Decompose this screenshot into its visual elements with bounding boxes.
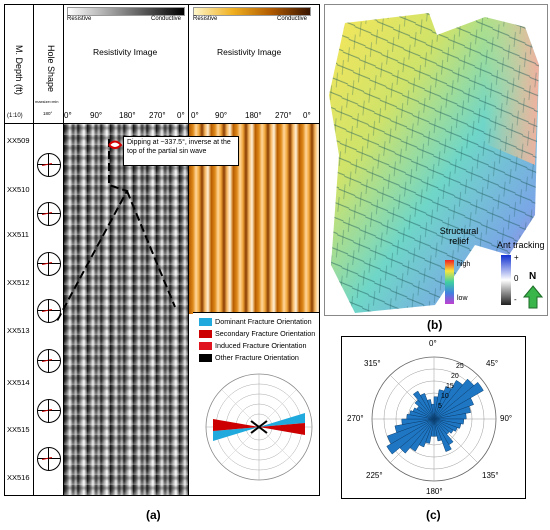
rose-angle-225: 225° xyxy=(366,471,383,480)
depth-label: XX509 xyxy=(7,136,30,145)
structural-relief-map: Structural relief high low Ant tracking … xyxy=(324,4,548,316)
column-divider xyxy=(33,5,34,495)
column-divider xyxy=(63,5,64,495)
rose-wedge xyxy=(387,418,435,445)
rose-radial-label: 15 xyxy=(446,383,454,390)
fracture-legend: Dominant Fracture Orientation Secondary … xyxy=(193,312,319,491)
legend-item-secondary: Secondary Fracture Orientation xyxy=(199,329,315,338)
ant-tracking-title: Ant tracking xyxy=(497,240,545,250)
relief-map-surface xyxy=(329,13,539,313)
hole-shape-scale-text: maxsize=min xyxy=(35,99,59,104)
resistivity-header-left: Resistivity Image xyxy=(93,47,158,57)
relief-legend-title: Structural relief xyxy=(439,226,479,246)
ant-minus-label: - xyxy=(514,295,517,304)
hole-shape-icon xyxy=(37,447,61,471)
column-divider xyxy=(188,5,189,495)
azimuth-tick: 90° xyxy=(215,111,228,120)
gray-colorbar-low: Resistive xyxy=(67,16,92,22)
north-label: N xyxy=(529,271,537,282)
depth-label: XX512 xyxy=(7,278,30,287)
azimuth-tick: 0° xyxy=(64,111,72,120)
azimuth-tick: 0° xyxy=(177,111,185,120)
rose-angle-315: 315° xyxy=(364,359,381,368)
rose-wedge xyxy=(420,393,435,420)
dip-annotation-callout: Dipping at ~337.5°, inverse at the top o… xyxy=(123,136,239,166)
rose-angle-45: 45° xyxy=(486,359,499,368)
ant-plus-label: + xyxy=(514,253,519,262)
rose-radial-label: 10 xyxy=(441,393,449,400)
gray-colorbar-high: Conductive xyxy=(151,16,182,22)
depth-label: XX515 xyxy=(7,425,30,434)
rose-diagram-panel: 0° 45° 90° 135° 180° 225° 270° 315° 25 2… xyxy=(341,336,526,499)
rose-wedge xyxy=(433,405,471,420)
orange-colorbar-high: Conductive xyxy=(277,16,308,22)
azimuth-tick: 270° xyxy=(149,111,166,120)
north-arrow-icon xyxy=(523,285,543,309)
rose-radial-label: 25 xyxy=(456,363,464,370)
ant-zero-label: 0 xyxy=(514,274,519,283)
hole-shape-icon xyxy=(37,299,61,323)
depth-label: XX513 xyxy=(7,326,30,335)
panel-label-a: (a) xyxy=(146,508,161,522)
relief-colorbar xyxy=(445,260,454,304)
panel-label-b: (b) xyxy=(427,318,443,332)
azimuth-tick: 270° xyxy=(275,111,292,120)
sine-wave-overlay xyxy=(56,139,176,322)
borehole-log-panel: M. Depth (ft) (1:10) Hole Shape maxsize=… xyxy=(4,4,320,496)
panel-label-c: (c) xyxy=(426,508,441,522)
azimuth-tick: 90° xyxy=(90,111,103,120)
rose-angle-135: 135° xyxy=(482,471,499,480)
depth-label: XX514 xyxy=(7,378,30,387)
ant-tracking-colorbar xyxy=(501,255,511,305)
orange-colorbar xyxy=(193,7,311,16)
resistivity-header-right: Resistivity Image xyxy=(217,47,282,57)
azimuth-tick: 0° xyxy=(303,111,311,120)
hole-shape-icon xyxy=(37,153,61,177)
orange-colorbar-low: Resistive xyxy=(193,16,218,22)
fracture-rose-diagram xyxy=(205,373,313,481)
legend-item-other: Other Fracture Orientation xyxy=(199,353,299,362)
rose-angle-0: 0° xyxy=(429,339,437,348)
rose-wedge xyxy=(433,381,484,420)
relief-high-label: high xyxy=(457,261,471,268)
rose-wedge xyxy=(426,399,435,420)
rose-wedge xyxy=(433,413,467,420)
rose-wedge xyxy=(431,403,435,420)
hole-shape-icon xyxy=(37,399,61,423)
azimuth-tick: 180° xyxy=(119,111,136,120)
legend-item-dominant: Dominant Fracture Orientation xyxy=(199,317,312,326)
rose-wedge xyxy=(394,418,435,433)
hole-shape-icon xyxy=(37,202,61,226)
depth-label: XX516 xyxy=(7,473,30,482)
rose-wedge xyxy=(433,418,442,442)
rose-wedge xyxy=(401,418,435,425)
rose-radial-label: 20 xyxy=(451,373,459,380)
rose-angle-180: 180° xyxy=(426,487,443,496)
rose-wedge xyxy=(412,390,435,420)
rose-radial-label: 5 xyxy=(438,403,442,410)
relief-low-label: low xyxy=(457,295,468,302)
hole-shape-icon xyxy=(37,349,61,373)
rose-wedge xyxy=(386,418,435,455)
rose-wedge xyxy=(433,418,452,452)
rose-angle-90: 90° xyxy=(500,414,513,423)
rose-wedge xyxy=(433,397,474,420)
azimuth-tick: 180° xyxy=(245,111,262,120)
rose-diagram-chart xyxy=(371,356,497,482)
grayscale-resistivity-image xyxy=(64,124,188,495)
hole-shape-scale-deg: 180° xyxy=(43,111,53,116)
rose-angle-270: 270° xyxy=(347,414,364,423)
depth-label: XX510 xyxy=(7,185,30,194)
gray-colorbar xyxy=(67,7,185,16)
rose-wedge xyxy=(433,418,454,434)
depth-label: XX511 xyxy=(7,230,29,239)
header-divider xyxy=(5,123,319,124)
hole-shape-icon xyxy=(37,252,61,276)
depth-scale: (1:10) xyxy=(7,113,23,119)
legend-item-induced: Induced Fracture Orientation xyxy=(199,341,307,350)
azimuth-tick: 0° xyxy=(191,111,199,120)
